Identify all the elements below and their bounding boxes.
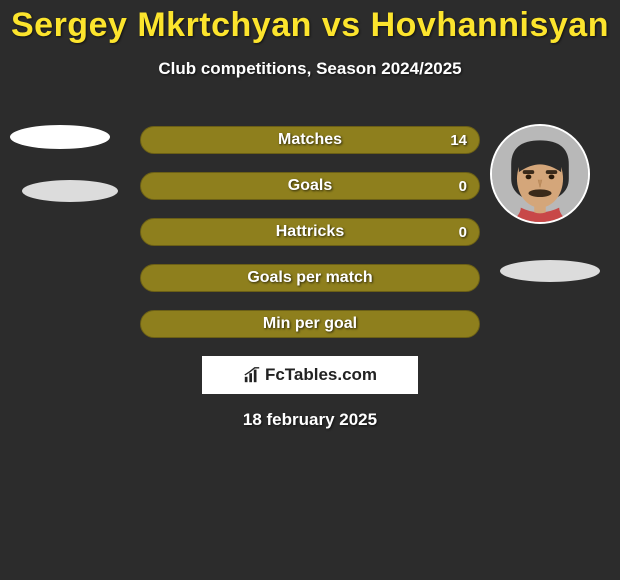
stats-container: Matches 14 Goals 0 Hattricks 0 Goals per… [140, 126, 480, 356]
comparison-date: 18 february 2025 [0, 410, 620, 430]
stat-value: 0 [459, 178, 467, 195]
comparison-title: Sergey Mkrtchyan vs Hovhannisyan [0, 0, 620, 45]
stat-label: Matches [278, 131, 342, 149]
brand-label: FcTables.com [265, 365, 377, 385]
stat-row-min-per-goal: Min per goal [140, 310, 480, 338]
stat-row-goals-per-match: Goals per match [140, 264, 480, 292]
stat-label: Hattricks [276, 223, 344, 241]
brand-text: FcTables.com [243, 365, 377, 385]
brand-box: FcTables.com [202, 356, 418, 394]
chart-icon [243, 366, 261, 384]
left-player-oval-2 [22, 180, 118, 202]
left-player-oval-1 [10, 125, 110, 149]
stat-label: Min per goal [263, 315, 357, 333]
stat-value: 14 [450, 132, 467, 149]
stat-value: 0 [459, 224, 467, 241]
stat-label: Goals [288, 177, 332, 195]
stat-label: Goals per match [247, 269, 372, 287]
right-player-oval [500, 260, 600, 282]
season-subtitle: Club competitions, Season 2024/2025 [0, 59, 620, 79]
stat-row-hattricks: Hattricks 0 [140, 218, 480, 246]
stat-row-goals: Goals 0 [140, 172, 480, 200]
right-player-photo [490, 124, 590, 224]
stat-row-matches: Matches 14 [140, 126, 480, 154]
player-portrait-icon [492, 126, 588, 222]
